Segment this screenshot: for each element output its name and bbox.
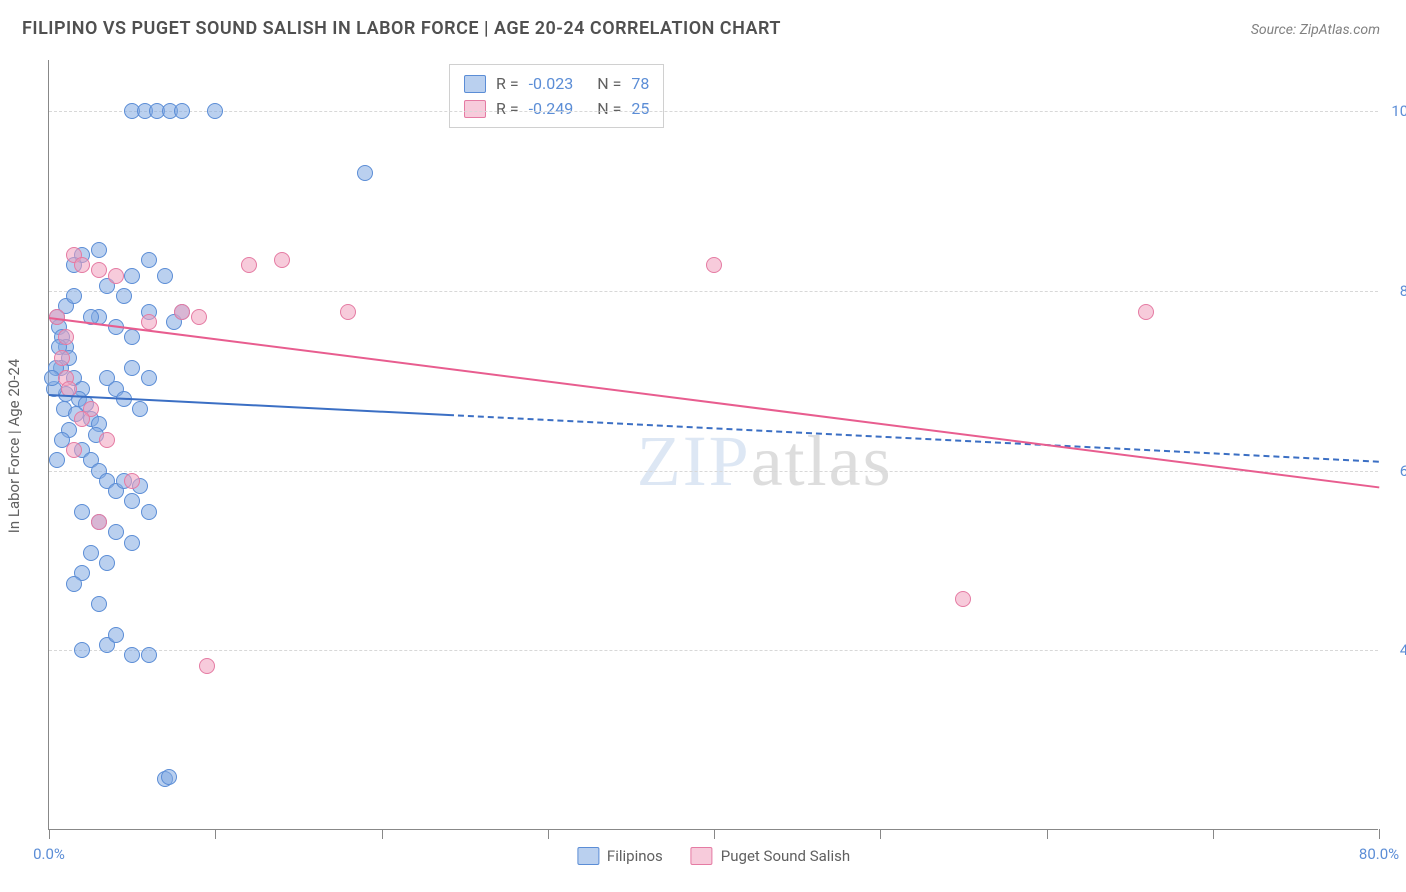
legend-label: Puget Sound Salish: [721, 847, 850, 865]
scatter-point: [66, 442, 82, 458]
correlation-legend-box: R = -0.023 N = 78 R = -0.249 N = 25: [449, 64, 664, 128]
scatter-point: [74, 411, 90, 427]
scatter-point: [357, 165, 373, 181]
scatter-point: [174, 304, 190, 320]
scatter-point: [124, 493, 140, 509]
scatter-point: [66, 288, 82, 304]
gridline-horizontal: [49, 291, 1378, 292]
legend-swatch: [691, 847, 713, 865]
scatter-point: [141, 314, 157, 330]
gridline-horizontal: [49, 111, 1378, 112]
scatter-point: [91, 596, 107, 612]
scatter-point: [91, 262, 107, 278]
x-tick: [880, 829, 881, 839]
x-tick: [1213, 829, 1214, 839]
scatter-point: [124, 647, 140, 663]
correlation-row: R = -0.023 N = 78: [464, 71, 649, 96]
plot-area: ZIPatlas R = -0.023 N = 78 R = -0.249 N = 2…: [48, 60, 1378, 830]
trend-line: [49, 317, 1379, 488]
legend-swatch: [577, 847, 599, 865]
legend-swatch: [464, 100, 486, 118]
scatter-point: [955, 591, 971, 607]
legend-item: Puget Sound Salish: [691, 847, 850, 865]
scatter-point: [706, 257, 722, 273]
scatter-point: [74, 504, 90, 520]
gridline-horizontal: [49, 471, 1378, 472]
trend-line: [49, 394, 448, 416]
scatter-point: [91, 514, 107, 530]
x-tick: [49, 829, 50, 839]
x-tick: [714, 829, 715, 839]
r-label: R =: [496, 74, 519, 93]
x-tick-label: 0.0%: [33, 845, 65, 863]
scatter-point: [141, 647, 157, 663]
scatter-point: [207, 103, 223, 119]
scatter-point: [66, 576, 82, 592]
scatter-point: [157, 268, 173, 284]
x-tick: [1379, 829, 1380, 839]
y-tick-label: 82.5%: [1382, 282, 1406, 300]
source-attribution: Source: ZipAtlas.com: [1251, 22, 1380, 38]
r-label: R =: [496, 99, 519, 118]
scatter-point: [124, 329, 140, 345]
scatter-point: [340, 304, 356, 320]
n-value: 78: [631, 74, 649, 93]
scatter-point: [74, 257, 90, 273]
chart-container: FILIPINO VS PUGET SOUND SALISH IN LABOR …: [0, 0, 1406, 892]
scatter-point: [199, 658, 215, 674]
watermark: ZIPatlas: [637, 420, 893, 503]
scatter-point: [108, 627, 124, 643]
y-axis-label: In Labor Force | Age 20-24: [5, 359, 23, 533]
watermark-zip: ZIP: [637, 421, 751, 501]
scatter-point: [108, 524, 124, 540]
y-tick-label: 65.0%: [1382, 462, 1406, 480]
correlation-row: R = -0.249 N = 25: [464, 96, 649, 121]
scatter-point: [141, 252, 157, 268]
scatter-point: [241, 257, 257, 273]
legend-swatch: [464, 75, 486, 93]
scatter-point: [58, 329, 74, 345]
y-tick-label: 47.5%: [1382, 641, 1406, 659]
scatter-point: [1138, 304, 1154, 320]
x-tick-label: 80.0%: [1359, 845, 1399, 863]
r-value: -0.249: [529, 99, 574, 118]
legend-label: Filipinos: [607, 847, 663, 865]
scatter-point: [191, 309, 207, 325]
x-tick: [548, 829, 549, 839]
scatter-point: [91, 242, 107, 258]
scatter-point: [141, 504, 157, 520]
y-tick-label: 100.0%: [1382, 102, 1406, 120]
scatter-point: [274, 252, 290, 268]
scatter-point: [141, 370, 157, 386]
scatter-point: [99, 432, 115, 448]
x-tick: [1047, 829, 1048, 839]
scatter-point: [83, 545, 99, 561]
scatter-point: [49, 452, 65, 468]
x-tick: [382, 829, 383, 839]
r-value: -0.023: [529, 74, 574, 93]
scatter-point: [116, 288, 132, 304]
chart-title: FILIPINO VS PUGET SOUND SALISH IN LABOR …: [22, 18, 781, 39]
scatter-point: [174, 103, 190, 119]
scatter-point: [74, 642, 90, 658]
scatter-point: [54, 350, 70, 366]
scatter-point: [124, 360, 140, 376]
scatter-point: [124, 268, 140, 284]
n-label: N =: [597, 99, 621, 118]
n-value: 25: [631, 99, 649, 118]
scatter-point: [161, 769, 177, 785]
scatter-point: [124, 473, 140, 489]
scatter-point: [132, 401, 148, 417]
n-label: N =: [597, 74, 621, 93]
x-tick: [215, 829, 216, 839]
legend-item: Filipinos: [577, 847, 663, 865]
scatter-point: [124, 535, 140, 551]
scatter-point: [108, 268, 124, 284]
gridline-horizontal: [49, 650, 1378, 651]
trend-line: [448, 414, 1379, 463]
legend-bottom: Filipinos Puget Sound Salish: [577, 847, 850, 865]
scatter-point: [99, 555, 115, 571]
